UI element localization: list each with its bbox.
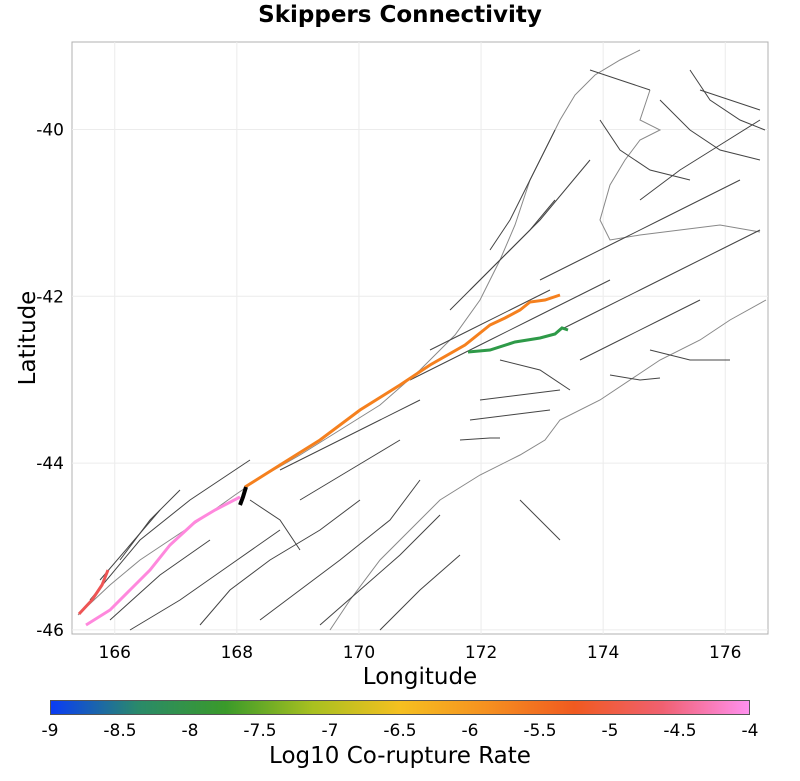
skippers-fault [238,486,248,506]
x-tick-label: 170 [343,643,375,663]
x-axis-ticks: 166 168 170 172 174 176 [99,643,742,663]
colorbar-tick-label: -6.5 [383,721,417,741]
y-tick-label: -46 [36,621,64,641]
colorbar-tick-label: -7.5 [243,721,277,741]
y-tick-label: -40 [36,121,64,141]
alpine-fault-orange [244,293,561,489]
colorbar-tick-label: -5.5 [523,721,557,741]
x-tick-label: 166 [99,643,131,663]
hope-fault-green [467,326,569,354]
plot-panel [71,41,769,635]
y-axis-ticks: -40 -42 -44 -46 [36,121,64,641]
colorbar-tick-label: -8 [181,721,199,741]
x-tick-label: 176 [709,643,741,663]
x-tick-label: 174 [587,643,619,663]
colorbar-tick-label: -6 [461,721,479,741]
chart-title: Skippers Connectivity [258,2,542,28]
x-tick-label: 172 [465,643,497,663]
x-tick-label: 168 [221,643,253,663]
colorbar [50,700,750,715]
x-axis-label: Longitude [362,664,478,690]
colorbar-tick-label: -7 [321,721,339,741]
colorbar-tick-label: -5 [601,721,619,741]
colorbar-tick-label: -4.5 [663,721,697,741]
colorbar-tick-label: -4 [741,721,759,741]
fault-network [89,69,766,631]
colorbar-tick-label: -8.5 [103,721,137,741]
fiordland-red [77,569,110,616]
y-axis-label: Latitude [15,290,41,386]
colorbar-tick-label: -9 [41,721,59,741]
y-tick-label: -44 [36,454,64,474]
fiordland-pink [85,495,241,627]
y-tick-label: -42 [36,287,64,307]
colorbar-label: Log10 Co-rupture Rate [269,743,531,769]
grid-lines [72,42,768,634]
